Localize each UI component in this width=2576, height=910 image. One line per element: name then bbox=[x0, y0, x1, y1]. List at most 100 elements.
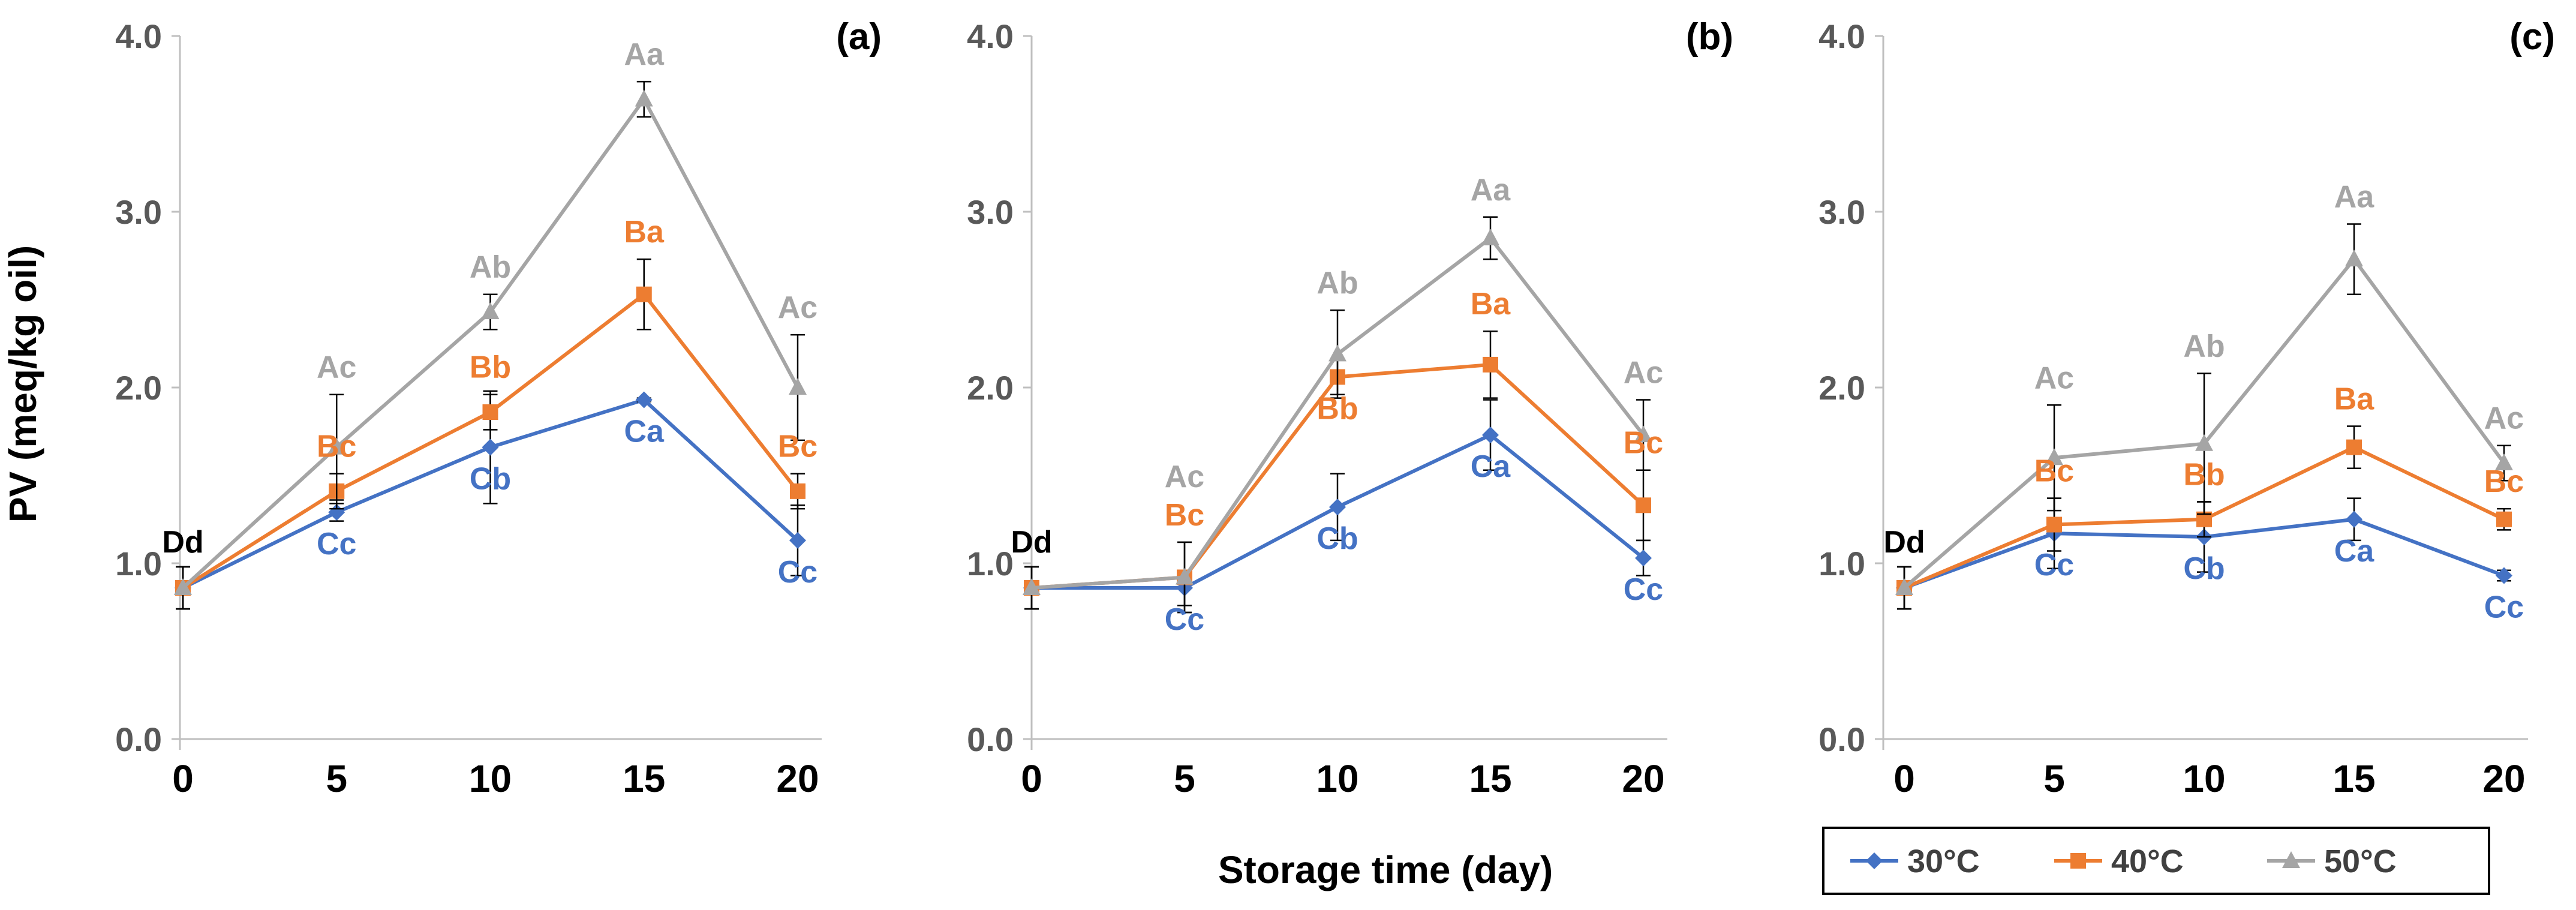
data-point-diamond bbox=[1329, 498, 1346, 516]
data-point-square bbox=[636, 286, 652, 302]
significance-label: Cb bbox=[470, 462, 511, 497]
data-point-diamond bbox=[2346, 510, 2362, 528]
legend-marker-diamond bbox=[1866, 852, 1883, 869]
data-point-square bbox=[2046, 516, 2062, 533]
data-point-triangle bbox=[481, 302, 500, 320]
chart-panel: 0.0 1.0 2.0 3.0 4.0 0 5 10 15 20 (b) Dd Cc Cb Ca Cc Bc Bb… bbox=[967, 16, 1733, 800]
y-tick-label: 2.0 bbox=[967, 369, 1014, 407]
significance-label: Ca bbox=[2334, 534, 2375, 569]
y-tick-label: 1.0 bbox=[115, 545, 162, 582]
significance-label: Bc bbox=[2034, 454, 2074, 489]
significance-label: Ac bbox=[778, 290, 817, 325]
x-tick-label: 15 bbox=[623, 757, 665, 800]
x-tick-label: 20 bbox=[776, 757, 819, 800]
data-point-triangle bbox=[2345, 250, 2363, 267]
y-tick-label: 2.0 bbox=[115, 369, 162, 407]
significance-label: Ac bbox=[317, 350, 356, 385]
y-tick-label: 1.0 bbox=[1818, 545, 1865, 582]
x-tick-label: 15 bbox=[2332, 757, 2375, 800]
significance-label: Bc bbox=[1165, 498, 1204, 533]
data-point-triangle bbox=[635, 89, 653, 107]
significance-label: Bb bbox=[1316, 391, 1358, 426]
significance-label: Ab bbox=[2183, 329, 2225, 364]
data-point-triangle bbox=[2495, 453, 2513, 470]
data-point-triangle bbox=[1023, 578, 1041, 596]
significance-label: Ac bbox=[2034, 361, 2074, 395]
x-tick-label: 0 bbox=[1021, 757, 1042, 800]
y-tick-label: 4.0 bbox=[1818, 17, 1865, 55]
significance-label: Dd bbox=[1883, 525, 1925, 560]
significance-label: Cc bbox=[1624, 572, 1663, 607]
chart-panels: 0.0 1.0 2.0 3.0 4.0 0 5 10 15 20 (a) Dd Cc Cb Ca Cc Bc Bb… bbox=[115, 16, 2555, 800]
data-point-triangle bbox=[1634, 425, 1652, 443]
significance-label: Dd bbox=[162, 525, 203, 560]
chart-panel: 0.0 1.0 2.0 3.0 4.0 0 5 10 15 20 (a) Dd Cc Cb Ca Cc Bc Bb… bbox=[115, 16, 882, 800]
significance-label: Aa bbox=[2334, 180, 2375, 215]
legend-marker-triangle bbox=[2282, 851, 2300, 868]
significance-label: Aa bbox=[1471, 173, 1511, 208]
chart-panel: 0.0 1.0 2.0 3.0 4.0 0 5 10 15 20 (c) Dd Cc Cb Ca Cc Bc Bb… bbox=[1818, 16, 2555, 800]
legend-box bbox=[1822, 827, 2490, 895]
x-tick-label: 15 bbox=[1469, 757, 1511, 800]
panel-label: (c) bbox=[2509, 16, 2555, 58]
x-tick-label: 0 bbox=[172, 757, 194, 800]
data-point-triangle bbox=[1895, 578, 1913, 596]
significance-label: Cb bbox=[1316, 521, 1358, 556]
legend: 30°C 40°C 50°C bbox=[1822, 827, 2490, 895]
significance-label: Ba bbox=[2334, 382, 2375, 416]
x-tick-label: 10 bbox=[2183, 757, 2225, 800]
data-point-diamond bbox=[2496, 567, 2512, 584]
significance-label: Ac bbox=[1165, 459, 1204, 494]
data-point-square bbox=[1483, 356, 1498, 373]
significance-label: Cc bbox=[317, 527, 356, 561]
legend-label: 50°C bbox=[2324, 843, 2397, 879]
y-tick-label: 3.0 bbox=[1818, 193, 1865, 231]
data-point-triangle bbox=[174, 578, 192, 596]
data-point-square bbox=[1636, 497, 1651, 513]
significance-label: Bc bbox=[778, 430, 817, 464]
data-point-square bbox=[2496, 511, 2512, 527]
legend-marker-square bbox=[2070, 853, 2086, 869]
y-axis-title: PV (meq/kg oil) bbox=[1, 245, 44, 522]
significance-label: Cb bbox=[2183, 551, 2225, 586]
data-point-square bbox=[2346, 439, 2362, 455]
y-tick-label: 4.0 bbox=[967, 17, 1014, 55]
x-tick-label: 10 bbox=[469, 757, 512, 800]
x-tick-label: 5 bbox=[326, 757, 347, 800]
data-point-diamond bbox=[635, 391, 653, 409]
y-tick-label: 3.0 bbox=[967, 193, 1014, 231]
significance-label: Cc bbox=[2484, 590, 2524, 625]
data-point-triangle bbox=[789, 378, 807, 395]
data-point-diamond bbox=[789, 531, 806, 549]
significance-label: Bb bbox=[470, 350, 511, 385]
significance-label: Ca bbox=[624, 415, 665, 449]
y-tick-label: 3.0 bbox=[115, 193, 162, 231]
panel-label: (a) bbox=[836, 16, 882, 58]
legend-label: 40°C bbox=[2111, 843, 2184, 879]
significance-label: Bc bbox=[1624, 426, 1663, 461]
significance-label: Cc bbox=[2034, 548, 2074, 582]
significance-label: Dd bbox=[1011, 525, 1052, 560]
data-point-triangle bbox=[1176, 567, 1194, 585]
significance-label: Ab bbox=[470, 250, 511, 285]
significance-label: Ac bbox=[1624, 356, 1663, 391]
series-line bbox=[181, 95, 799, 590]
y-tick-label: 0.0 bbox=[1818, 720, 1865, 758]
y-tick-label: 2.0 bbox=[1818, 369, 1865, 407]
significance-label: Bc bbox=[2484, 464, 2524, 499]
significance-label: Cc bbox=[778, 555, 817, 590]
x-tick-label: 20 bbox=[1622, 757, 1664, 800]
data-point-diamond bbox=[1635, 549, 1652, 567]
x-tick-label: 0 bbox=[1893, 757, 1915, 800]
x-tick-label: 20 bbox=[2482, 757, 2525, 800]
data-point-triangle bbox=[2195, 434, 2213, 451]
x-tick-label: 5 bbox=[1174, 757, 1195, 800]
x-tick-label: 5 bbox=[2043, 757, 2065, 800]
x-axis-title: Storage time (day) bbox=[1218, 848, 1553, 891]
x-tick-label: 10 bbox=[1316, 757, 1358, 800]
significance-label: Ca bbox=[1471, 449, 1511, 484]
significance-label: Cc bbox=[1165, 602, 1204, 637]
significance-label: Ab bbox=[1316, 266, 1358, 301]
data-point-triangle bbox=[1481, 228, 1499, 245]
y-tick-label: 0.0 bbox=[967, 720, 1014, 758]
